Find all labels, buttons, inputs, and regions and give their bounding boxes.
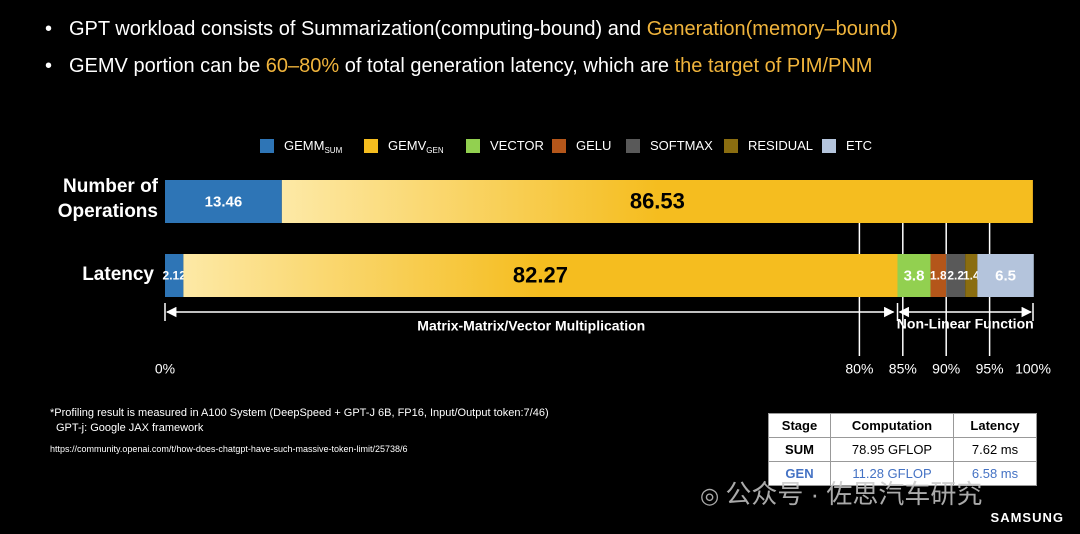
- logo: SAMSUNG: [990, 510, 1064, 525]
- legend-label: ETC: [846, 138, 872, 153]
- table-cell: GEN: [768, 461, 831, 486]
- table-header: Computation: [830, 413, 954, 438]
- bullet-segment: GEMV portion can be: [69, 55, 266, 77]
- x-tick-label: 95%: [976, 361, 1004, 377]
- legend-name: RESIDUAL: [748, 138, 813, 153]
- legend-sub: GEN: [426, 146, 444, 155]
- category-label: Number of Operations: [57, 176, 158, 222]
- watermark: ◎ 公众号 · 佐思汽车研究: [700, 479, 983, 509]
- bullet-text: GEMV portion can be 60–80% of total gene…: [69, 55, 872, 77]
- x-tick-label: 90%: [932, 361, 960, 377]
- bar-value-label: 1.4: [963, 269, 980, 283]
- legend-label: GELU: [576, 138, 611, 153]
- annotation: Non-Linear Function: [897, 316, 1034, 332]
- bullet-segment: GPT workload consists of Summarization(c…: [69, 18, 647, 40]
- category-label: Latency: [82, 264, 154, 285]
- bar-segment: [930, 254, 947, 297]
- legend-swatch: [724, 139, 738, 153]
- table-cell: 6.58 ms: [953, 461, 1037, 486]
- x-tick-label: 0%: [155, 361, 175, 377]
- bar-value-label: 2.12: [163, 269, 187, 283]
- legend-name: GEMV: [388, 138, 427, 153]
- footnote-link: https://community.openai.com/t/how-does-…: [50, 444, 408, 454]
- legend-swatch: [626, 139, 640, 153]
- bullet-segment: Generation(memory–bound): [646, 18, 898, 40]
- legend-swatch: [552, 139, 566, 153]
- x-tick-label: 80%: [845, 361, 873, 377]
- table-cell: SUM: [768, 437, 831, 462]
- bullet: • GPT workload consists of Summarization(…: [45, 18, 898, 40]
- footnote: *Profiling result is measured in A100 Sy…: [50, 407, 549, 419]
- bar-segment: [897, 254, 931, 297]
- table-header: Stage: [768, 413, 831, 438]
- legend-label: RESIDUAL: [748, 138, 813, 153]
- legend-label: SOFTMAX: [650, 138, 713, 153]
- bullet-segment: of total generation latency, which are: [339, 55, 675, 77]
- bar-value-label: 1.8: [930, 269, 947, 283]
- x-tick-label: 85%: [889, 361, 917, 377]
- bar-segment: [965, 254, 978, 297]
- bar-value-label: 86.53: [630, 188, 685, 213]
- bar-value-label: 6.5: [995, 267, 1016, 284]
- watermark-text: 公众号 · 佐思汽车研究: [725, 479, 983, 509]
- legend-swatch: [822, 139, 836, 153]
- bar-segment: [281, 180, 1033, 223]
- legend-label: GEMVGEN: [388, 138, 444, 155]
- table-cell: 78.95 GFLOP: [830, 437, 954, 462]
- bullet: • GEMV portion can be 60–80% of total gen…: [45, 55, 873, 77]
- legend-swatch: [260, 139, 274, 153]
- legend-sub: SUM: [324, 146, 342, 155]
- bar-value-label: 13.46: [205, 193, 243, 210]
- bullet-segment: the target of PIM/PNM: [674, 55, 873, 77]
- bar-segment: [183, 254, 898, 297]
- legend-name: ETC: [846, 138, 872, 153]
- legend-swatch: [466, 139, 480, 153]
- table-header: Latency: [953, 413, 1037, 438]
- legend-name: GELU: [576, 138, 611, 153]
- bar-value-label: 82.27: [513, 262, 568, 287]
- bullet-text: GPT workload consists of Summarization(c…: [69, 18, 898, 40]
- stats-table: Stage Computation Latency SUM 78.95 GFLOP 7.…: [768, 413, 1037, 486]
- bar-value-label: 2.2: [947, 269, 964, 283]
- legend-name: GEMM: [284, 138, 324, 153]
- annotation: Matrix-Matrix/Vector Multiplication: [417, 318, 645, 334]
- bar-segment: [946, 254, 966, 297]
- bar-value-label: 3.8: [904, 267, 925, 284]
- bar-segment: [165, 180, 282, 223]
- legend-swatch: [364, 139, 378, 153]
- legend-label: GEMMSUM: [284, 138, 343, 155]
- bar-segment: [977, 254, 1034, 297]
- bar-segment: [165, 254, 184, 297]
- legend-label: VECTOR: [490, 138, 544, 153]
- footnote: GPT-j: Google JAX framework: [56, 422, 204, 434]
- bullet-segment: 60–80%: [265, 55, 340, 77]
- x-tick-label: 100%: [1015, 361, 1051, 377]
- legend-name: SOFTMAX: [650, 138, 713, 153]
- table-cell: 7.62 ms: [953, 437, 1037, 462]
- legend-name: VECTOR: [490, 138, 544, 153]
